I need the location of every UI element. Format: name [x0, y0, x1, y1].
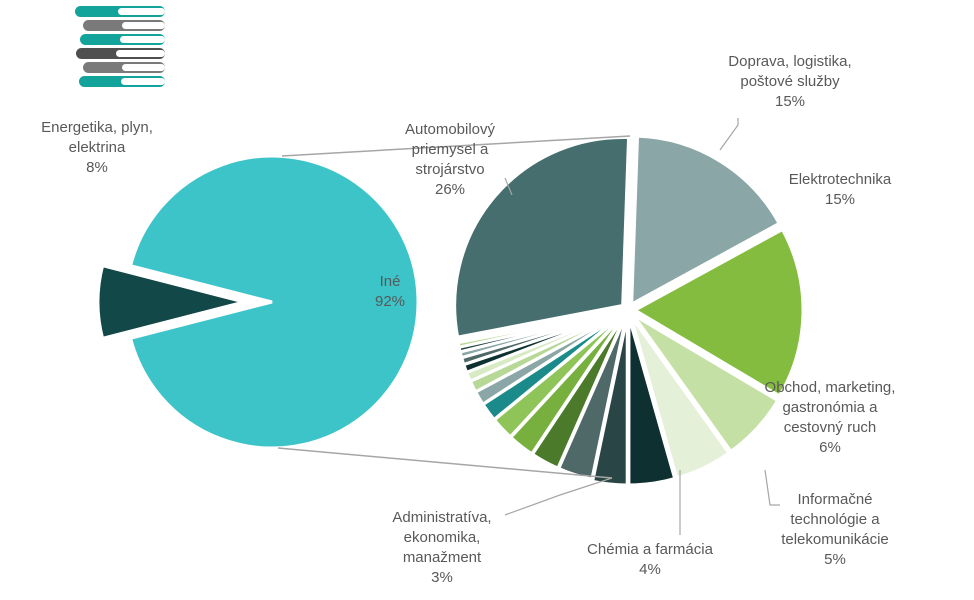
leader-doprava — [719, 118, 739, 151]
slice-elektrotechnika — [631, 227, 805, 398]
label-obchod: Obchod, marketing, gastronómia a cestovný … — [764, 379, 896, 456]
label-info: Informačné technológie a telekomunikácie 5% — [781, 491, 889, 568]
label-chemia: Chémia a farmácia 4% — [587, 541, 713, 578]
label-ine: Iné 92% — [374, 273, 406, 310]
slice-ine — [128, 154, 420, 450]
connector-line-top — [281, 135, 631, 157]
slice-obchod — [631, 313, 780, 454]
leader-info — [764, 469, 780, 506]
leader-auto — [504, 177, 513, 196]
slice-administratíva — [590, 316, 629, 487]
leader-admin — [504, 477, 613, 516]
label-elektro: Elektrotechnika 15% — [788, 171, 892, 208]
slice-doprava — [630, 134, 782, 307]
label-energetika: Energetika, plyn, elektrina 8% — [41, 119, 153, 176]
slice-energetika — [96, 263, 245, 341]
label-auto: Automobilový priemysel a strojárstvo 26% — [404, 121, 496, 198]
slice-automobilový — [453, 136, 631, 339]
slice-chémia — [627, 316, 677, 487]
label-admin: Administratíva, ekonomika, manažment 3% — [392, 509, 492, 586]
connector-line-bottom — [277, 447, 613, 479]
slice-informačné — [629, 315, 731, 480]
label-doprava: Doprava, logistika, poštové služby 15% — [728, 53, 852, 110]
books-logo-icon — [75, 6, 165, 87]
